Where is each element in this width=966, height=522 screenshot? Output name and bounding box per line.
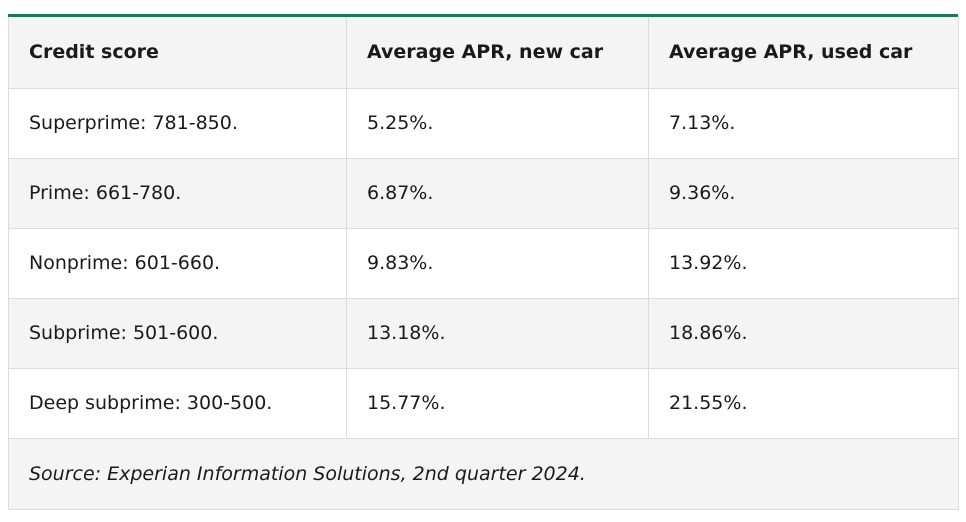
table-row: Prime: 661-780. 6.87%. 9.36%. [8, 158, 959, 229]
cell-apr-used-car: 13.92%. [648, 228, 959, 299]
apr-table: Credit score Average APR, new car Averag… [8, 17, 959, 510]
cell-apr-new-car: 6.87%. [346, 158, 649, 229]
cell-apr-new-car: 9.83%. [346, 228, 649, 299]
cell-apr-used-car: 9.36%. [648, 158, 959, 229]
cell-credit-score: Deep subprime: 300-500. [8, 368, 347, 439]
table-top-rule [8, 14, 958, 17]
apr-table-container: Credit score Average APR, new car Averag… [8, 14, 959, 510]
cell-apr-new-car: 13.18%. [346, 298, 649, 369]
cell-apr-new-car: 15.77%. [346, 368, 649, 439]
source-note: Source: Experian Information Solutions, … [8, 438, 959, 510]
cell-credit-score: Nonprime: 601-660. [8, 228, 347, 299]
table-row: Nonprime: 601-660. 9.83%. 13.92%. [8, 228, 959, 299]
table-row: Superprime: 781-850. 5.25%. 7.13%. [8, 88, 959, 159]
header-apr-new-car: Average APR, new car [346, 17, 649, 89]
cell-apr-new-car: 5.25%. [346, 88, 649, 159]
table-header-row: Credit score Average APR, new car Averag… [8, 17, 959, 89]
cell-apr-used-car: 7.13%. [648, 88, 959, 159]
cell-credit-score: Superprime: 781-850. [8, 88, 347, 159]
header-credit-score: Credit score [8, 17, 347, 89]
table-row: Deep subprime: 300-500. 15.77%. 21.55%. [8, 368, 959, 439]
cell-credit-score: Subprime: 501-600. [8, 298, 347, 369]
table-row: Subprime: 501-600. 13.18%. 18.86%. [8, 298, 959, 369]
cell-apr-used-car: 18.86%. [648, 298, 959, 369]
header-apr-used-car: Average APR, used car [648, 17, 959, 89]
table-footer-row: Source: Experian Information Solutions, … [8, 438, 959, 510]
cell-credit-score: Prime: 661-780. [8, 158, 347, 229]
cell-apr-used-car: 21.55%. [648, 368, 959, 439]
